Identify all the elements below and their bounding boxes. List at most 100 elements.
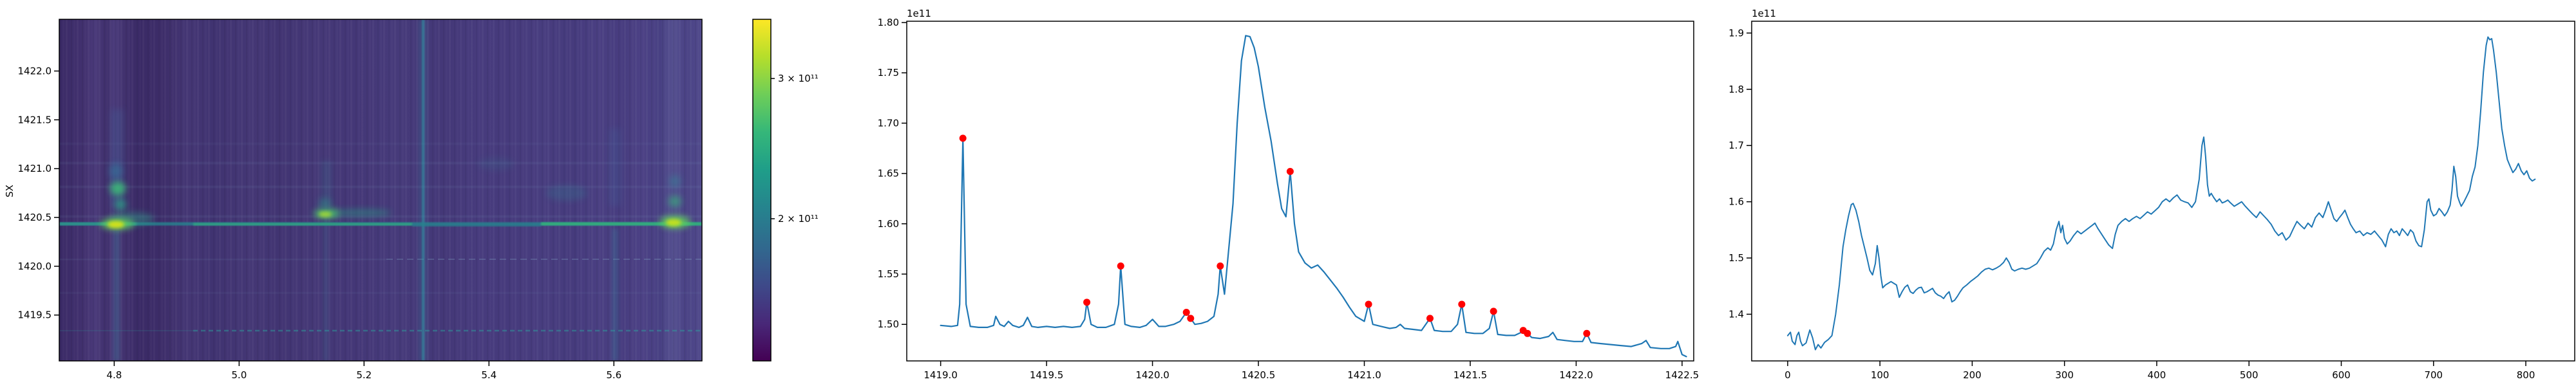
spectrum-ytick-label: 1.70 xyxy=(878,117,899,129)
series-ytick-label: 1.7 xyxy=(1728,140,1744,151)
series-xtick-label: 600 xyxy=(2332,369,2351,381)
heatmap-ytick-label: 1420.0 xyxy=(18,261,52,272)
column-above-blob3 xyxy=(609,129,621,206)
blob2-upper xyxy=(319,198,332,208)
heatmap-ytick-label: 1419.5 xyxy=(18,309,52,321)
blob1-top-faint xyxy=(109,163,122,179)
spectrum-xtick-label: 1419.0 xyxy=(923,369,958,381)
spectrum-peak-marker xyxy=(1187,315,1195,322)
faint-row xyxy=(59,216,702,217)
heatmap-xtick-label: 5.4 xyxy=(481,369,497,381)
series-xtick-label: 300 xyxy=(2055,369,2074,381)
spectrum-xtick-label: 1421.0 xyxy=(1347,369,1381,381)
spectrum-peak-marker xyxy=(1583,329,1591,337)
spectrum-peak-marker xyxy=(1182,308,1190,316)
colorbar-tick-label: 2 × 10¹¹ xyxy=(778,213,819,225)
column-under-blob1 xyxy=(113,229,120,361)
spectrum-peak-marker xyxy=(1524,329,1531,337)
spectrum-peak-marker xyxy=(1083,299,1091,306)
blob2-tail xyxy=(330,209,392,217)
series-ytick-label: 1.5 xyxy=(1728,252,1744,264)
heatmap-ytick-label: 1422.0 xyxy=(18,65,52,77)
spectrum-peak-marker xyxy=(1458,300,1466,308)
series-ytick-label: 1.8 xyxy=(1728,84,1744,95)
heatmap-ytick-label: 1421.0 xyxy=(18,163,52,174)
hydrogen-line-bright-mid xyxy=(193,223,412,226)
colorbar-frame xyxy=(752,19,772,362)
series-frame xyxy=(1751,21,2575,362)
spectrum-ytick-label: 1.75 xyxy=(878,67,899,78)
spectrum-xtick-label: 1420.0 xyxy=(1135,369,1170,381)
heatmap-xtick-label: 5.6 xyxy=(606,369,621,381)
spectrum-peak-marker xyxy=(1217,262,1224,270)
column-under-blob2 xyxy=(323,219,328,361)
heatmap-xtick-label: 5.2 xyxy=(356,369,372,381)
hydrogen-line-bright-left xyxy=(59,223,137,225)
spectrum-peak-marker xyxy=(1117,262,1124,270)
heatmap-xtick-label: 5.0 xyxy=(231,369,247,381)
blob2-core xyxy=(319,211,332,217)
series-xtick-label: 200 xyxy=(1963,369,1982,381)
series-xtick-label: 800 xyxy=(2517,369,2535,381)
hydrogen-line-dim-segment xyxy=(412,225,541,226)
spectrum-xtick-label: 1419.5 xyxy=(1030,369,1064,381)
spectrum-xtick-label: 1421.5 xyxy=(1454,369,1488,381)
power-series-plot: 0 100 200 300 400 500 600 700 800 1.9 1.8 1.7 1.6 1.5… xyxy=(1728,21,2575,381)
colorbar-gradient xyxy=(753,19,771,361)
series-xtick-label: 500 xyxy=(2240,369,2259,381)
series-xtick-label: 100 xyxy=(1871,369,1889,381)
spectrum-peak-marker xyxy=(1286,168,1294,176)
blob3-core xyxy=(666,219,681,226)
series-offset-text: 1e11 xyxy=(1752,8,1776,19)
spectrum-plot: 1419.0 1419.5 1420.0 1420.5 1421.0 1421.5 1422… xyxy=(878,17,1700,381)
faint-smudge xyxy=(478,158,514,170)
spectrum-xtick-label: 1422.0 xyxy=(1559,369,1593,381)
spectrum-ytick-label: 1.80 xyxy=(878,17,899,28)
heatmap-ytick-label: 1421.5 xyxy=(18,114,52,125)
heatmap-ytick-label: 1420.5 xyxy=(18,212,52,223)
blob1-upper xyxy=(110,181,126,196)
heatmap-noise-stripes xyxy=(59,19,702,361)
series-xtick-label: 0 xyxy=(1785,369,1791,381)
colorbar-tick-label: 3 × 10¹¹ xyxy=(778,73,819,84)
heatmap-xtick-label: 4.8 xyxy=(106,369,122,381)
blob1-mid xyxy=(115,199,126,210)
spectrum-ytick-label: 1.50 xyxy=(878,318,899,330)
series-ytick-label: 1.6 xyxy=(1728,196,1744,208)
spectrum-ytick-label: 1.60 xyxy=(878,218,899,230)
spectrum-peak-marker xyxy=(1426,315,1434,322)
spectrum-ytick-label: 1.55 xyxy=(878,268,899,280)
faint-smudge xyxy=(546,185,587,201)
spectrum-peak-marker xyxy=(1365,300,1372,308)
blob1-core xyxy=(108,221,124,228)
series-line xyxy=(1786,36,2536,351)
series-xtick-label: 400 xyxy=(2148,369,2166,381)
faint-row xyxy=(59,162,702,164)
column-above-blob2 xyxy=(322,161,331,199)
spectrum-frame xyxy=(906,21,1694,362)
faint-row xyxy=(59,259,386,261)
series-ytick-label: 1.9 xyxy=(1728,27,1744,39)
spectrum-xtick-label: 1422.5 xyxy=(1665,369,1700,381)
faint-row xyxy=(59,292,702,294)
teal-vertical-glow xyxy=(419,19,428,361)
faint-row xyxy=(59,143,702,145)
heatmap-frame xyxy=(59,19,703,362)
spectrum-line xyxy=(940,35,1687,358)
series-ytick-label: 1.4 xyxy=(1728,308,1744,320)
heatmap-ylabel: SX xyxy=(4,185,15,198)
column-under-blob3 xyxy=(612,229,618,361)
column-above-blob1 xyxy=(111,109,124,206)
spectrum-xtick-label: 1420.5 xyxy=(1242,369,1276,381)
waterfall-heatmap-image xyxy=(59,19,702,361)
spectrum-peak-marker xyxy=(1490,308,1497,315)
series-xtick-label: 700 xyxy=(2424,369,2443,381)
spectrum-ytick-label: 1.65 xyxy=(878,168,899,179)
hydrogen-line-bright-right xyxy=(541,222,702,226)
spectrum-peak-marker xyxy=(959,134,967,142)
blob3-upper xyxy=(668,196,681,207)
blob3-top-faint xyxy=(669,175,681,188)
heatmap-axes: 4.8 5.0 5.2 5.4 5.6 1422.0 1421.5 1421.0 1420.5 1… xyxy=(18,19,703,381)
